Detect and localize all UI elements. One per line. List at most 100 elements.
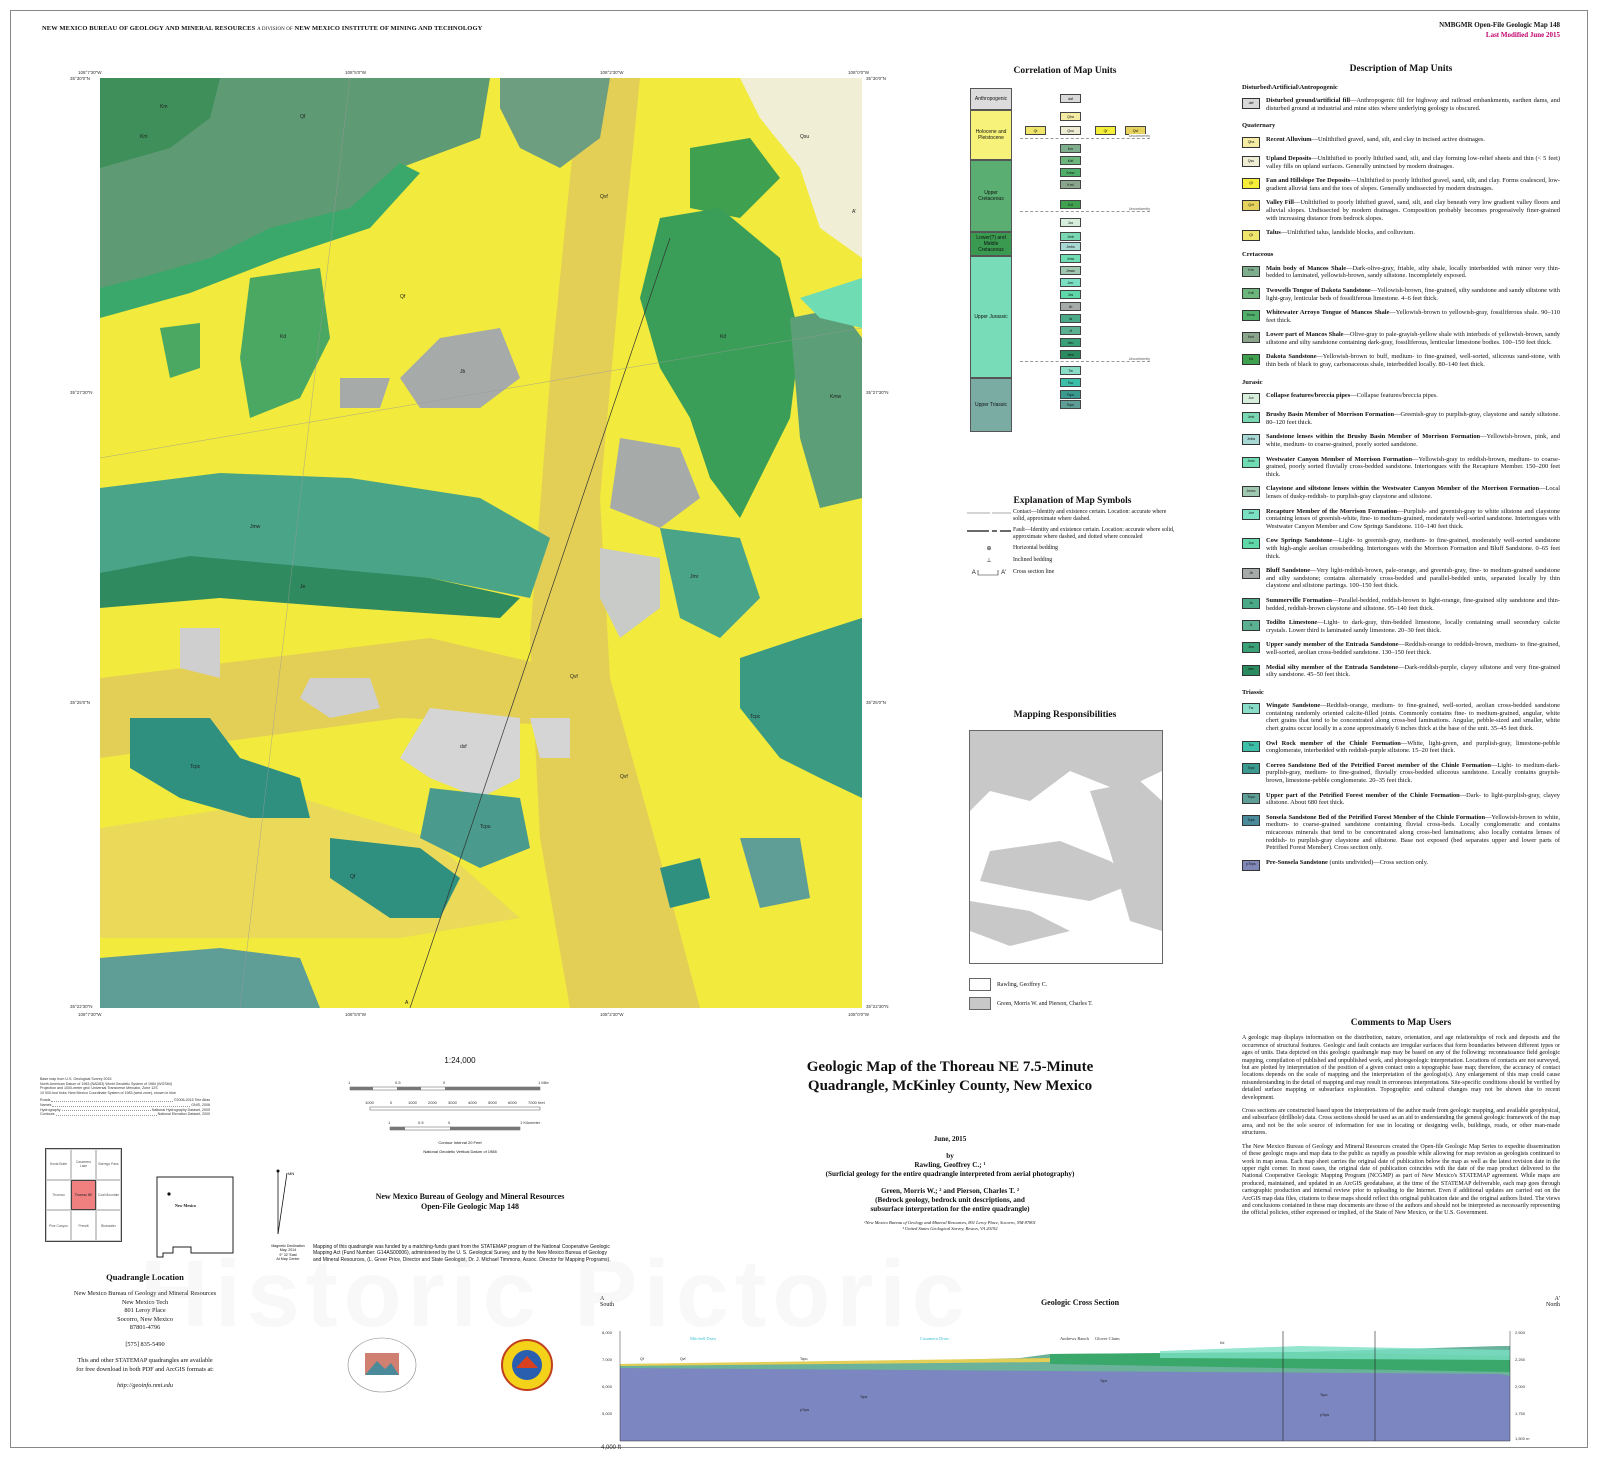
correlation-unit-jem[interactable]: Jem — [1060, 350, 1081, 359]
unit-swatch[interactable]: Jcx — [1242, 393, 1260, 405]
correlation-unit-jmb[interactable]: Jmb — [1060, 232, 1081, 241]
unit-kd — [100, 78, 220, 168]
contact-line-icon — [965, 509, 1013, 517]
unit-jb — [400, 328, 520, 408]
correlation-unit-qha[interactable]: Qha — [1060, 112, 1081, 121]
correlation-unit-jcx[interactable]: Jcx — [1060, 218, 1081, 227]
unit-swatch[interactable]: Kd — [1242, 354, 1260, 366]
correlation-unit-qsu[interactable]: Qsu — [1060, 126, 1081, 135]
cross-section-line[interactable] — [409, 237, 671, 1008]
unit-swatch[interactable]: Jt — [1242, 620, 1260, 632]
section-left-end: A South — [600, 1296, 614, 1308]
unit-swatch[interactable]: Jmwc — [1242, 486, 1260, 498]
openfile-org: New Mexico Bureau of Geology and Mineral… — [375, 1192, 565, 1201]
correlation-unit-kml[interactable]: Kml — [1060, 180, 1081, 189]
coord-label: 35°25'0"N — [866, 700, 887, 705]
unit-description: —White, light-green, and purplish-gray, … — [1266, 739, 1560, 755]
series-id: NMBGMR Open-File Geologic Map 148 — [1439, 21, 1560, 29]
unit-swatch[interactable]: Qt — [1242, 230, 1260, 242]
unit-swatch[interactable]: Kml — [1242, 332, 1260, 344]
unit-name: Todilto Limestone — [1266, 619, 1318, 627]
unit-swatch[interactable]: Qvf — [1242, 200, 1260, 212]
axis-tick: 2,250 — [1515, 1357, 1526, 1362]
unit-swatch[interactable]: Tcpc — [1242, 762, 1260, 774]
correlation-unit-tco[interactable]: Tco — [1060, 378, 1081, 387]
correlation-unit-jcs[interactable]: Jcs — [1060, 290, 1081, 299]
correlation-unit-jmr[interactable]: Jmr — [1060, 278, 1081, 287]
unit-dsf — [530, 718, 570, 758]
unit-swatch[interactable]: Qha — [1242, 136, 1260, 148]
correlation-unit-jb[interactable]: Jb — [1060, 302, 1081, 311]
responsibility-shapes — [970, 731, 1162, 946]
unit-name: Main body of Mancos Shale — [1266, 264, 1347, 272]
availability-text: for free download in both PDF and ArcGIS… — [76, 1365, 214, 1373]
correlation-unit-kdt[interactable]: Kdt — [1060, 156, 1081, 165]
unit-swatch[interactable]: daf — [1242, 98, 1260, 110]
scale-ratio: 1:24,000 — [444, 1056, 476, 1065]
unit-swatch[interactable]: Jmw — [1242, 456, 1260, 468]
unit-swatch[interactable]: Jem — [1242, 664, 1260, 676]
unit-swatch[interactable]: Js — [1242, 597, 1260, 609]
correlation-unit-km[interactable]: Km — [1060, 144, 1081, 153]
unit-swatch[interactable]: Qf — [1242, 178, 1260, 190]
unit-name: Pre-Sonsela Sandstone — [1266, 858, 1328, 866]
unit-swatch[interactable]: Jmb — [1242, 412, 1260, 424]
source-value: GNIS, 2008 — [191, 1102, 210, 1107]
unit-swatch[interactable]: Tco — [1242, 740, 1260, 752]
address-block: New Mexico Bureau of Geology and Mineral… — [40, 1290, 250, 1391]
unit-name: Whitewater Arroyo Tongue of Mancos Shale — [1266, 309, 1390, 317]
correlation-unit-kmw[interactable]: Kmw — [1060, 168, 1081, 177]
geologic-map[interactable]: A A' Km Qf Qvf Kd Jb Jmr Jmw Tcpc Tcpu dsf Qf Qvf Km… — [100, 78, 862, 1008]
horizontal-bedding-icon: ⊕ — [986, 545, 992, 552]
correlation-unit-daf[interactable]: daf — [1060, 94, 1081, 103]
footnote: ² United States Geological Survey, Resto… — [902, 1225, 998, 1231]
unit-description: —Yellowish-brown, pink, and white, mediu… — [1266, 433, 1560, 449]
coord-label: 108°2'30"W — [600, 1012, 624, 1017]
unit-swatch[interactable]: Jmr — [1242, 508, 1260, 520]
correlation-unit-qf[interactable]: Qf — [1095, 126, 1116, 135]
unit-label: Km — [140, 134, 148, 140]
unit-entry: Qha Recent Alluvium—Unlithified gravel, s… — [1242, 136, 1560, 148]
correlation-unit-jt[interactable]: Jt — [1060, 326, 1081, 335]
symbol-label: Horizontal bedding — [1013, 545, 1058, 551]
coord-label: 108°5'0"W — [345, 70, 367, 75]
unit-swatch[interactable]: Tcpu — [1242, 792, 1260, 804]
correlation-unit-kd[interactable]: Kd — [1060, 200, 1081, 209]
age-box: Upper Cretaceous — [970, 160, 1012, 232]
unit-swatch[interactable]: Jcs — [1242, 538, 1260, 550]
unconformity-line: Unconformity — [1020, 207, 1150, 212]
unit-swatch[interactable]: Tcps — [1242, 814, 1260, 826]
unit-swatch[interactable]: Km — [1242, 265, 1260, 277]
correlation-unit-jmwc[interactable]: Jmwc — [1060, 266, 1081, 275]
correlation-unit-jmw[interactable]: Jmw — [1060, 254, 1081, 263]
unit-entry: Jeu Upper sandy member of the Entrada San… — [1242, 641, 1560, 656]
correlation-unit-qt[interactable]: Qt — [1025, 126, 1046, 135]
unit-swatch[interactable]: Qsu — [1242, 155, 1260, 167]
unit-dsf — [180, 628, 220, 678]
unit-swatch[interactable]: Kdt — [1242, 287, 1260, 299]
unit-description: —Dark- to light-purplish-gray, clayey si… — [1266, 791, 1560, 807]
unit-label: pTcps — [1320, 1413, 1329, 1417]
correlation-unit-tcpu[interactable]: Tcpu — [1060, 400, 1081, 409]
unit-label: Qf — [400, 294, 406, 300]
axis-tick: 6,000 — [602, 1384, 613, 1389]
unit-name: Sonsela Sandstone Bed of the Petrified F… — [1266, 813, 1486, 821]
website-link[interactable]: http://geoinfo.nmt.edu — [117, 1382, 173, 1389]
unit-swatch[interactable]: Jb — [1242, 568, 1260, 580]
author-role: (Surficial geology for the entire quadra… — [825, 1170, 1075, 1178]
correlation-unit-js[interactable]: Js — [1060, 314, 1081, 323]
unit-swatch[interactable]: Jeu — [1242, 642, 1260, 654]
correlation-unit-tcpc[interactable]: Tcpc — [1060, 390, 1081, 399]
unit-swatch[interactable]: Kmw — [1242, 310, 1260, 322]
legend-swatch — [969, 997, 991, 1010]
unit-swatch[interactable]: Jmbs — [1242, 434, 1260, 446]
correlation-unit-jeu[interactable]: Jeu — [1060, 338, 1081, 347]
correlation-unit-tw[interactable]: Tw — [1060, 366, 1081, 375]
scale-tick: 1000 — [408, 1100, 418, 1105]
comment-paragraph: The New Mexico Bureau of Geology and Min… — [1242, 1143, 1560, 1217]
unit-swatch[interactable]: pTcps — [1242, 859, 1260, 871]
unit-swatch[interactable]: Tw — [1242, 703, 1260, 715]
correlation-unit-jmbs[interactable]: Jmbs — [1060, 242, 1081, 251]
unit-dsf — [300, 678, 380, 718]
unit-label: Tcps — [860, 1395, 867, 1399]
